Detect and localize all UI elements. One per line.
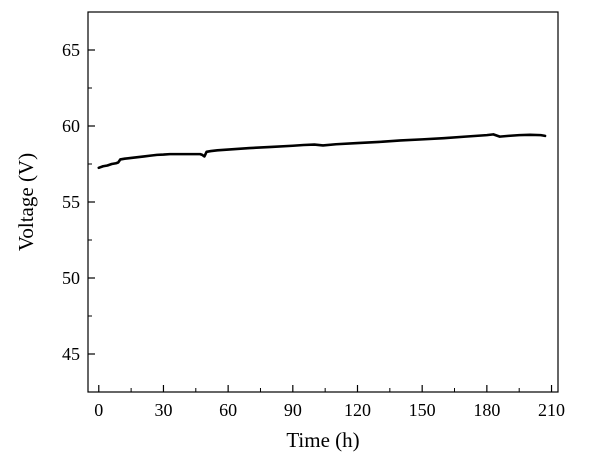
x-tick-label: 0 [94,400,103,420]
y-axis-title: Voltage (V) [14,153,38,251]
x-axis-ticks: 0 30 60 90 120 150 180 210 [94,385,565,420]
x-tick-label: 210 [538,400,565,420]
y-tick-label: 60 [62,116,80,136]
x-axis-title: Time (h) [286,428,359,452]
voltage-series-line [97,133,547,170]
x-tick-label: 60 [219,400,237,420]
plot-frame [87,11,559,393]
x-tick-label: 90 [284,400,302,420]
x-tick-label: 180 [473,400,500,420]
series-layer [97,133,547,170]
x-tick-label: 150 [409,400,436,420]
y-tick-label: 50 [62,268,80,288]
y-tick-label: 45 [62,344,80,364]
x-tick-label: 120 [344,400,371,420]
y-tick-label: 55 [62,192,80,212]
x-tick-label: 30 [154,400,172,420]
y-tick-label: 65 [62,40,80,60]
y-axis-ticks: 45 50 55 60 65 [62,11,95,393]
